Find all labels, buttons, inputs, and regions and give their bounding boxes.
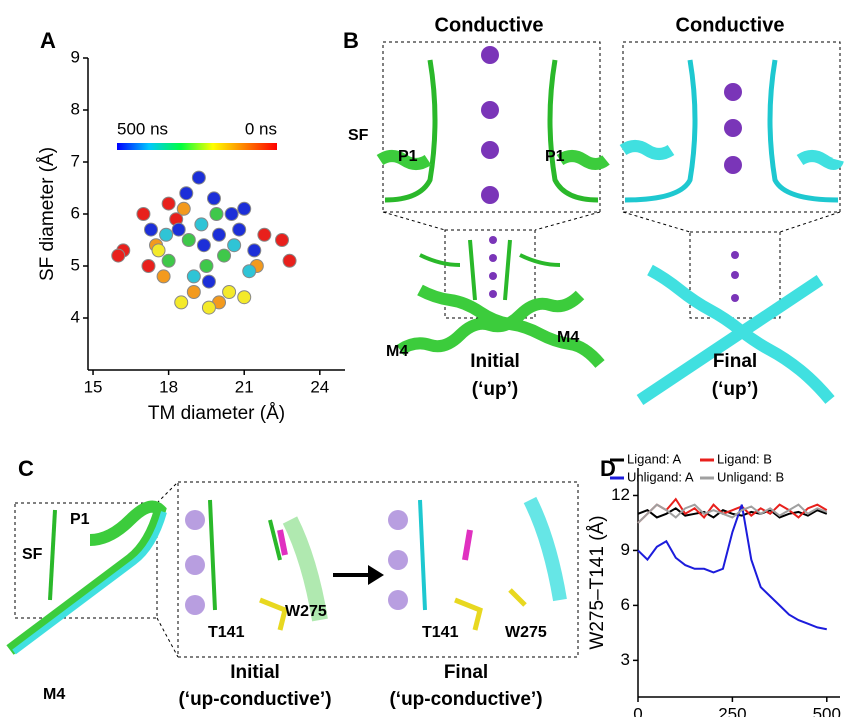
point	[156, 269, 171, 284]
y-tick-label: 5	[71, 255, 80, 274]
structure-label: W275	[285, 603, 327, 620]
structure-final	[619, 41, 844, 405]
structure-label: SF	[348, 127, 369, 144]
series-line	[637, 503, 828, 524]
point	[176, 201, 191, 216]
x-axis-label: TM diameter (Å)	[148, 403, 285, 424]
point	[206, 191, 221, 206]
caption: Initial	[230, 662, 280, 683]
point	[275, 233, 290, 247]
point	[179, 186, 194, 201]
legend-label: Ligand: A	[627, 451, 682, 466]
x-tick-label: 21	[235, 377, 254, 396]
caption: Final	[444, 662, 488, 683]
point	[161, 196, 176, 211]
series-line	[637, 497, 828, 524]
point	[159, 227, 174, 242]
y-tick-label: 4	[71, 307, 80, 326]
y-tick-label: 12	[611, 485, 630, 504]
caption: (‘up-conductive’)	[389, 689, 542, 710]
panel-label: C	[18, 456, 34, 481]
structure-initial	[376, 41, 610, 368]
panel-label: D	[600, 456, 616, 481]
structure-c	[6, 481, 579, 658]
x-tick-label: 24	[310, 377, 329, 396]
structure-label: P1	[70, 511, 90, 528]
structure-label: M4	[43, 686, 65, 703]
caption: Initial	[470, 351, 520, 372]
structure-label: M4	[386, 343, 408, 360]
point	[242, 264, 257, 279]
y-axis-label: W275–T141 (Å)	[587, 515, 608, 649]
point	[181, 233, 196, 247]
point	[257, 227, 272, 242]
colorbar-label: 0 ns	[245, 119, 277, 138]
point	[201, 300, 216, 315]
point	[174, 295, 189, 310]
point	[212, 227, 227, 242]
series-line	[637, 504, 827, 631]
structure-label: P1	[545, 148, 565, 165]
point	[224, 207, 239, 221]
y-tick-label: 3	[621, 650, 630, 669]
panel-label: A	[40, 28, 56, 53]
caption: Final	[713, 351, 757, 372]
point	[222, 285, 237, 299]
point	[282, 253, 297, 268]
y-axis-label: SF diameter (Å)	[37, 147, 58, 281]
point	[209, 207, 224, 221]
point	[186, 285, 201, 299]
structure-label: T141	[422, 624, 459, 641]
point	[199, 259, 214, 273]
state-header: Conductive	[676, 14, 785, 36]
point	[161, 253, 176, 268]
legend-label: Unligand: A	[627, 469, 694, 484]
point	[194, 217, 209, 232]
point	[143, 222, 158, 237]
y-tick-label: 9	[71, 47, 80, 66]
point	[141, 259, 156, 273]
y-tick-label: 6	[71, 203, 80, 222]
point	[237, 290, 252, 305]
point	[217, 248, 232, 263]
x-tick-label: 250	[718, 704, 746, 717]
point	[201, 274, 216, 289]
point	[171, 222, 186, 237]
point	[196, 238, 211, 253]
colorbar	[117, 143, 277, 150]
x-tick-label: 15	[84, 377, 103, 396]
structure-label: M4	[557, 329, 579, 346]
structure-label: T141	[208, 624, 245, 641]
y-tick-label: 8	[71, 99, 80, 118]
y-tick-label: 7	[71, 151, 80, 170]
structure-label: W275	[505, 624, 547, 641]
x-tick-label: 500	[813, 704, 841, 717]
point	[186, 269, 201, 284]
point	[111, 248, 126, 263]
colorbar-label: 500 ns	[117, 119, 168, 138]
legend-label: Unligand: B	[717, 469, 784, 484]
point	[151, 243, 166, 258]
point	[191, 170, 206, 185]
caption: (‘up-conductive’)	[178, 689, 331, 710]
y-tick-label: 6	[621, 595, 630, 614]
point	[247, 243, 262, 258]
point	[232, 222, 247, 237]
point	[237, 201, 252, 216]
legend-label: Ligand: B	[717, 451, 772, 466]
structure-label: P1	[398, 148, 418, 165]
state-header: Conductive	[435, 14, 544, 36]
x-tick-label: 0	[633, 704, 642, 717]
panel-label: B	[343, 28, 359, 53]
point	[136, 207, 151, 221]
caption: (‘up’)	[472, 379, 518, 400]
y-tick-label: 9	[621, 540, 630, 559]
x-tick-label: 18	[159, 377, 178, 396]
point	[227, 238, 242, 253]
caption: (‘up’)	[712, 379, 758, 400]
structure-label: SF	[22, 546, 43, 563]
